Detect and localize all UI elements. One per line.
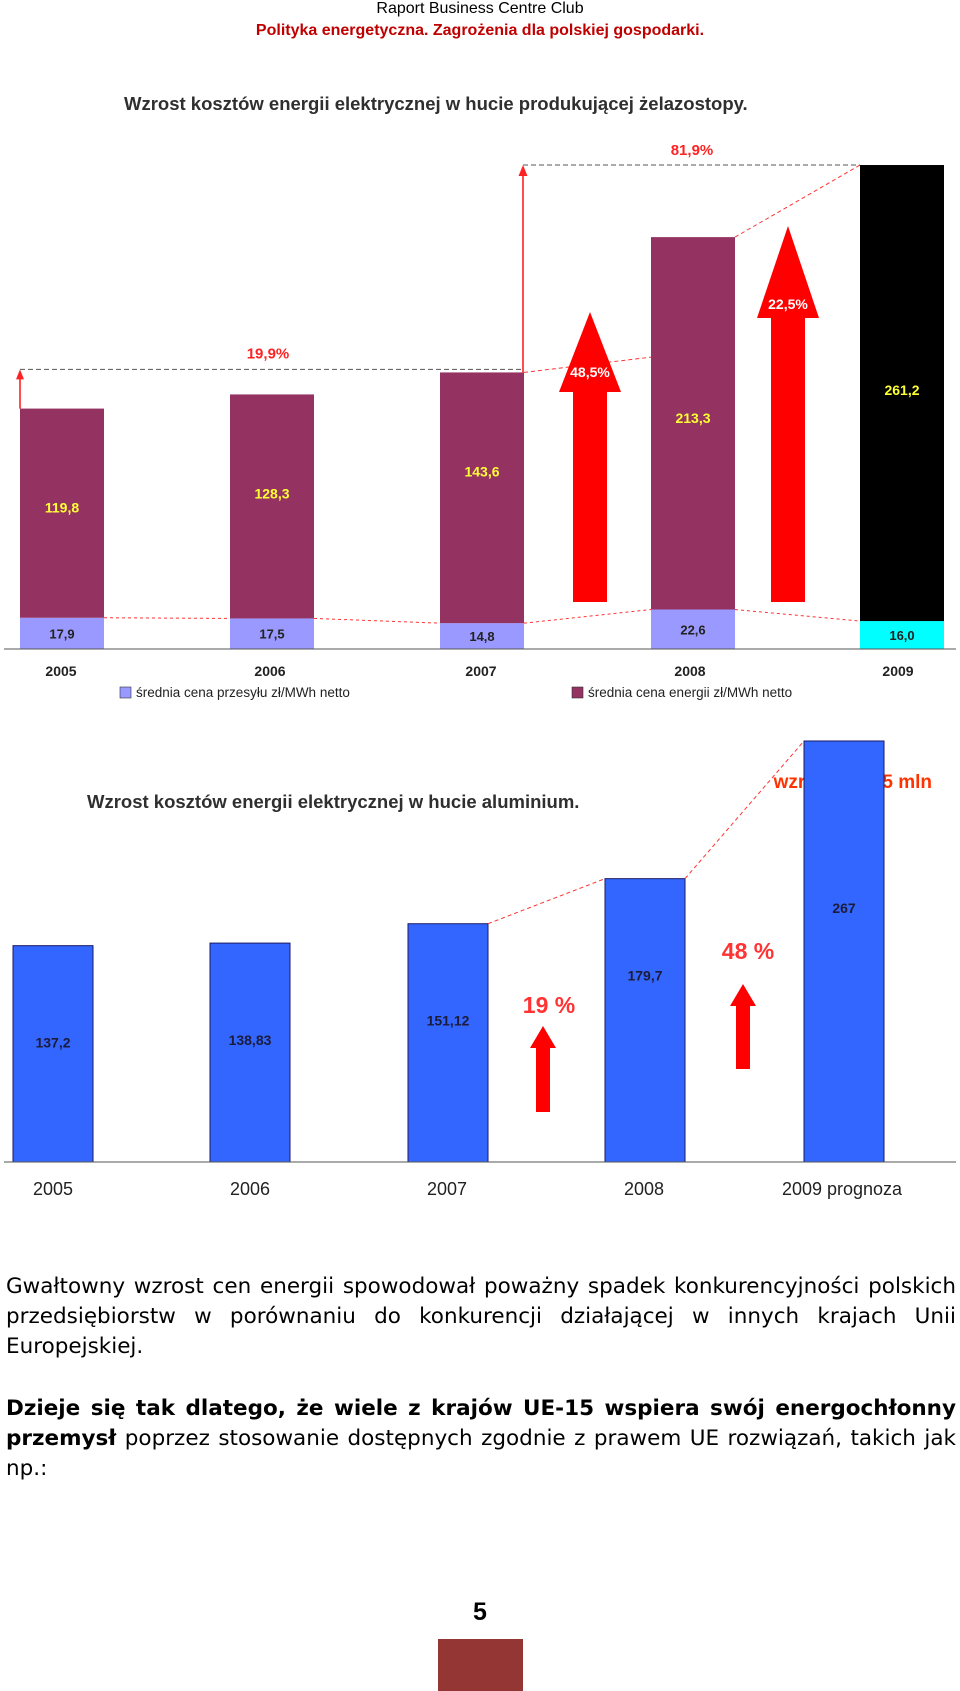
growth-arrow-icon <box>757 226 819 602</box>
transmission-bar <box>651 609 735 649</box>
transmission-trend-line <box>523 609 652 624</box>
growth-arrow-icon <box>530 1026 556 1112</box>
chart1-title: Wzrost kosztów energii elektrycznej w hu… <box>124 93 748 114</box>
transmission-value-label: 17,9 <box>49 626 74 641</box>
transmission-value-label: 14,8 <box>469 629 494 644</box>
transmission-bar <box>230 618 314 649</box>
trend-line <box>684 740 805 879</box>
paragraph-eu-support-rest: poprzez stosowanie dostępnych zgodnie z … <box>6 1426 956 1481</box>
energy-bar <box>20 408 104 618</box>
value-label: 267 <box>832 900 856 916</box>
footer-bar <box>438 1639 523 1691</box>
growth-arrow-icon <box>16 369 24 409</box>
value-bar <box>12 945 94 1163</box>
value-label: 151,12 <box>427 1013 470 1029</box>
transmission-value-label: 16,0 <box>889 628 914 643</box>
chart1-xtick: 2008 <box>674 663 705 679</box>
growth-label: 19 % <box>523 992 575 1018</box>
chart2-xtick: 2009 prognoza <box>782 1179 903 1199</box>
value-label: 138,83 <box>229 1032 272 1048</box>
energy-value-label: 261,2 <box>884 382 919 398</box>
energy-value-label: 143,6 <box>464 463 499 479</box>
chart2-xtick: 2008 <box>624 1179 664 1199</box>
value-label: 137,2 <box>35 1035 70 1051</box>
growth-label: 48 % <box>722 938 774 964</box>
value-bar <box>407 923 489 1163</box>
chart2-title: Wzrost kosztów energii elektrycznej w hu… <box>87 791 579 812</box>
legend-swatch-transmission <box>119 686 132 699</box>
chart1-xtick: 2005 <box>45 663 76 679</box>
legend-label-transmission: średnia cena przesyłu zł/MWh netto <box>136 685 350 700</box>
transmission-trend-line <box>313 617 441 624</box>
chart2-xtick: 2006 <box>230 1179 270 1199</box>
growth-arrow-icon <box>518 165 528 373</box>
chart-ferroalloy: Wzrost kosztów energii elektrycznej w hu… <box>4 93 956 700</box>
value-bar <box>209 942 291 1163</box>
chart1-xtick: 2007 <box>465 663 496 679</box>
paragraph-eu-support: Dzieje się tak dlatego, że wiele z krajó… <box>6 1394 956 1484</box>
transmission-bar <box>860 621 944 649</box>
energy-bar <box>651 237 735 610</box>
energy-bar <box>230 394 314 619</box>
transmission-value-label: 22,6 <box>680 622 705 637</box>
chart1-xtick: 2009 <box>882 663 913 679</box>
energy-value-label: 213,3 <box>675 410 710 426</box>
energy-value-label: 119,8 <box>45 500 79 516</box>
paragraph-competitiveness: Gwałtowny wzrost cen energii spowodował … <box>6 1274 956 1359</box>
trend-line <box>487 878 606 925</box>
growth-label: 19,9% <box>247 345 290 362</box>
transmission-value-label: 17,5 <box>259 627 284 642</box>
chart1-xtick: 2006 <box>254 663 285 679</box>
chart2-xtick: 2007 <box>427 1179 467 1199</box>
page-number: 5 <box>473 1598 487 1626</box>
legend-label-energy: średnia cena energii zł/MWh netto <box>588 685 792 700</box>
paragraph-eu-support-bold: Dzieje się tak dlatego, że wiele z krajó… <box>6 1396 956 1451</box>
transmission-bar <box>20 617 104 649</box>
transmission-trend-line <box>103 617 231 619</box>
chart-aluminium: Wzrost kosztów energii elektrycznej w hu… <box>4 740 956 1199</box>
value-label: 179,7 <box>627 968 662 984</box>
energy-bar <box>440 372 524 624</box>
report-subtitle: Polityka energetyczna. Zagrożenia dla po… <box>255 22 705 39</box>
transmission-bar <box>440 623 524 649</box>
growth-label: 22,5% <box>768 296 808 312</box>
value-bar <box>803 740 885 1163</box>
energy-trend-line <box>734 164 861 238</box>
growth-label: 81,9% <box>671 142 714 159</box>
growth-label: 48,5% <box>570 364 610 380</box>
transmission-trend-line <box>734 609 861 622</box>
report-header: Raport Business Centre Club <box>376 0 584 17</box>
growth-arrow-icon <box>559 312 621 602</box>
energy-value-label: 128,3 <box>254 485 289 501</box>
energy-bar <box>860 165 944 622</box>
growth-arrow-icon <box>730 984 756 1069</box>
chart2-xtick: 2005 <box>33 1179 73 1199</box>
value-bar <box>604 878 686 1163</box>
legend-swatch-energy <box>571 686 584 699</box>
